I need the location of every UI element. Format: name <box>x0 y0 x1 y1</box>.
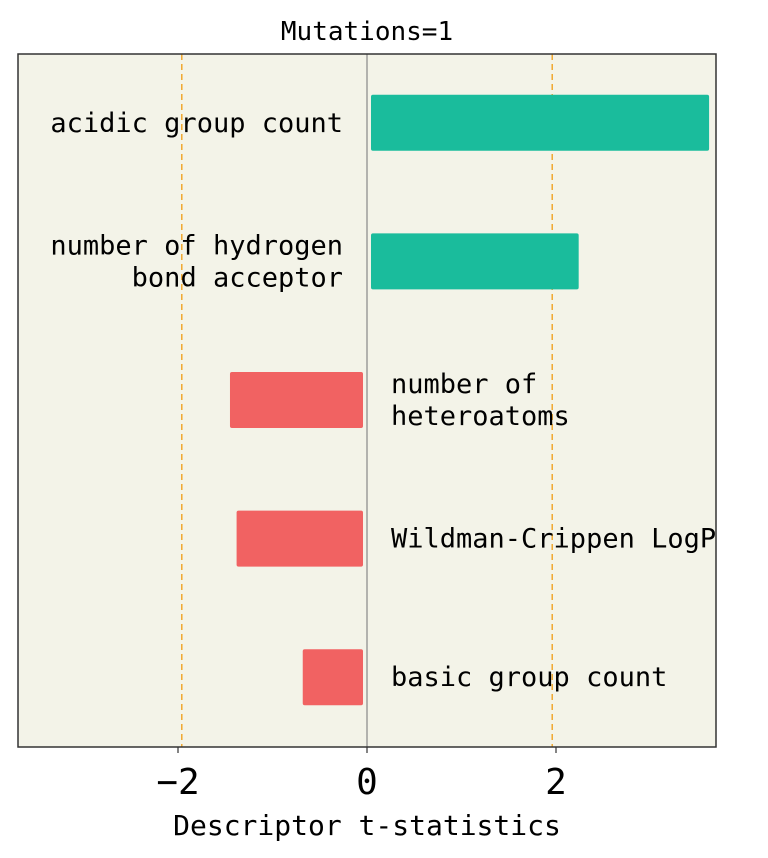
bar-label: number of hydrogen bond acceptor <box>50 230 343 293</box>
bar <box>371 94 710 151</box>
bar-labels: acidic group count number of hydrogen bond… <box>50 108 716 693</box>
bar-label-line: Wildman-Crippen LogP <box>391 524 716 555</box>
x-axis-label: Descriptor t-statistics <box>173 809 561 842</box>
bar-label: basic group count <box>391 662 667 693</box>
bar-label-line: number of hydrogen <box>50 230 343 261</box>
reference-lines <box>181 54 553 747</box>
bar <box>229 372 363 428</box>
x-tick-label: 2 <box>545 762 567 803</box>
chart-title: Mutations=1 <box>281 17 453 47</box>
x-tick-label: −2 <box>156 762 199 803</box>
bars <box>229 94 710 706</box>
bar-label: Wildman-Crippen LogP <box>391 524 716 555</box>
bar-label-line: bond acceptor <box>132 262 343 293</box>
bar-label-line: basic group count <box>391 662 667 693</box>
bar <box>236 510 363 567</box>
bar-label-line: heteroatoms <box>391 401 570 432</box>
bar-label: acidic group count <box>50 108 343 139</box>
bar-label-line: acidic group count <box>50 108 343 139</box>
bar-label-line: number of <box>391 369 537 400</box>
x-ticks: −2 0 2 <box>156 747 567 803</box>
x-tick-label: 0 <box>356 762 378 803</box>
bar <box>371 233 579 290</box>
bar <box>302 649 363 706</box>
bar-label: number of heteroatoms <box>391 369 570 432</box>
